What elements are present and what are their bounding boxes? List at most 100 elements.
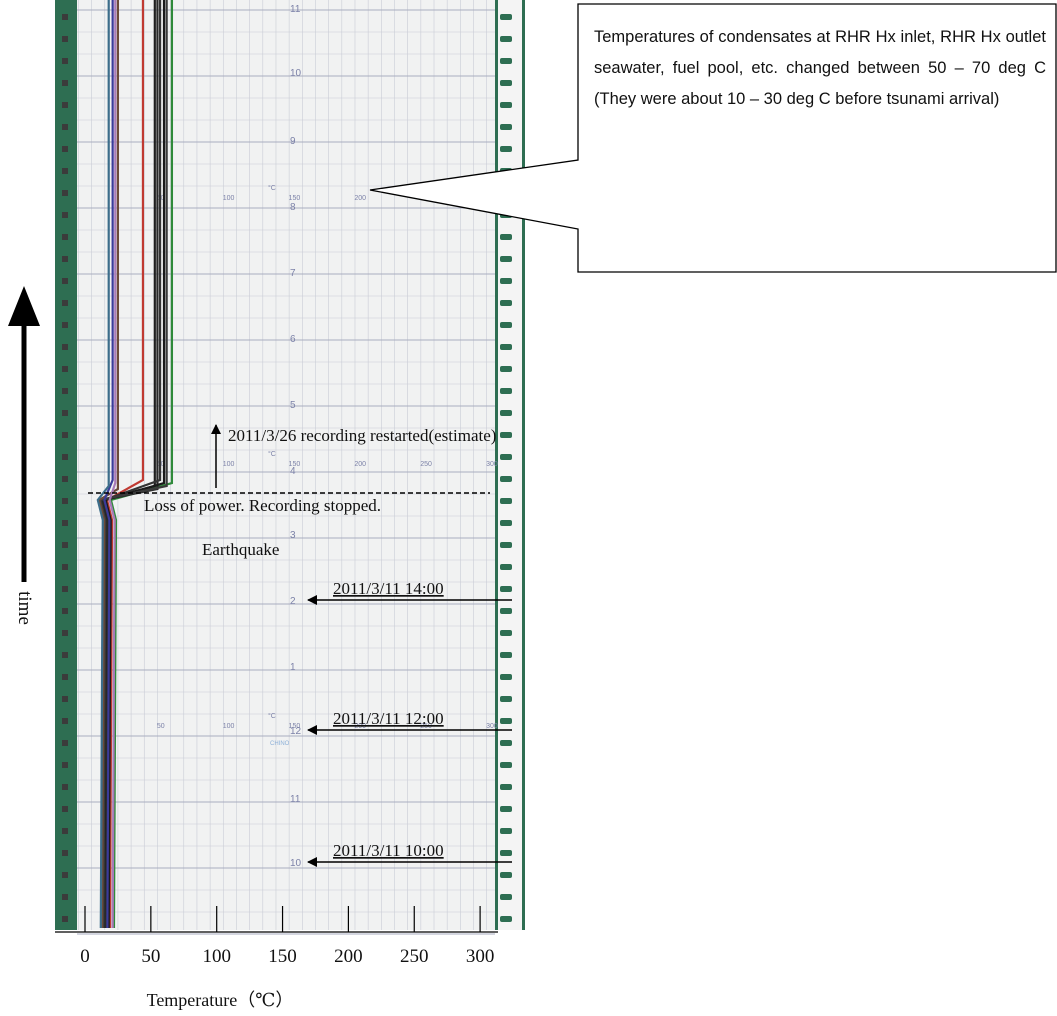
sprocket-holes	[62, 14, 512, 922]
right-hole	[500, 256, 512, 262]
x-axis: 0 50 100 150 200 250 300	[80, 906, 494, 967]
left-hole	[62, 608, 68, 614]
right-hole	[500, 124, 512, 130]
scale-time-mark: 7	[290, 268, 296, 279]
right-hole	[500, 80, 512, 86]
left-hole	[62, 278, 68, 284]
left-hole	[62, 916, 68, 922]
left-hole	[62, 784, 68, 790]
left-hole	[62, 388, 68, 394]
x-tick-label: 50	[141, 946, 160, 967]
right-hole	[500, 806, 512, 812]
scale-time-mark: 5	[290, 400, 296, 411]
x-tick-label: 150	[268, 946, 297, 967]
left-hole	[62, 806, 68, 812]
right-hole	[500, 740, 512, 746]
left-feed-strip	[55, 0, 77, 930]
x-tick-label: 250	[400, 946, 429, 967]
power-loss-label: Loss of power. Recording stopped.	[144, 496, 381, 515]
callout-text: Temperatures of condensates at RHR Hx in…	[594, 28, 1046, 108]
right-hole	[500, 234, 512, 240]
time-arrow-head	[8, 286, 40, 326]
right-hole	[500, 718, 512, 724]
scale-time-mark: 10	[290, 858, 302, 869]
left-hole	[62, 58, 68, 64]
scale-time-mark: 11	[290, 794, 301, 805]
t1400-label: 2011/3/11 14:00	[333, 579, 444, 598]
scale-time-mark: 6	[290, 334, 296, 345]
right-hole	[500, 872, 512, 878]
left-hole	[62, 432, 68, 438]
left-hole	[62, 80, 68, 86]
chart-grid	[77, 0, 495, 935]
left-hole	[62, 410, 68, 416]
scale-tick-label: 150	[289, 195, 301, 202]
scale-tick-label: 100	[223, 461, 235, 468]
left-hole	[62, 344, 68, 350]
right-hole	[500, 146, 512, 152]
right-hole	[500, 542, 512, 548]
scale-unit: °C	[268, 184, 276, 192]
right-hole	[500, 366, 512, 372]
scale-tick-label: 50	[157, 723, 165, 730]
right-hole	[500, 432, 512, 438]
right-hole	[500, 630, 512, 636]
right-hole	[500, 828, 512, 834]
left-hole	[62, 256, 68, 262]
right-hole	[500, 520, 512, 526]
left-hole	[62, 894, 68, 900]
scale-tick-label: 150	[289, 723, 301, 730]
scale-time-mark: 2	[290, 596, 296, 607]
scale-tick-label: 300	[486, 723, 498, 730]
left-hole	[62, 36, 68, 42]
left-hole	[62, 542, 68, 548]
scale-tick-label: 200	[354, 195, 366, 202]
series-line	[96, 0, 110, 929]
left-hole	[62, 586, 68, 592]
left-hole	[62, 564, 68, 570]
scale-time-mark: 10	[290, 68, 302, 79]
right-hole	[500, 564, 512, 570]
left-hole	[62, 168, 68, 174]
left-hole	[62, 124, 68, 130]
left-hole	[62, 454, 68, 460]
x-tick-label: 200	[334, 946, 363, 967]
scale-tick-label: 150	[289, 461, 301, 468]
left-hole	[62, 652, 68, 658]
scale-brand: CHINO	[270, 741, 290, 747]
scale-tick-label: 250	[420, 723, 432, 730]
scale-time-mark: 1	[290, 662, 296, 673]
right-hole	[500, 14, 512, 20]
left-hole	[62, 762, 68, 768]
left-hole	[62, 674, 68, 680]
scale-time-mark: 11	[290, 4, 301, 15]
left-hole	[62, 234, 68, 240]
scale-tick-label: 300	[486, 461, 498, 468]
right-hole	[500, 278, 512, 284]
right-hole	[500, 674, 512, 680]
left-hole	[62, 696, 68, 702]
y-axis-title: time	[14, 591, 35, 625]
series-line	[103, 0, 114, 929]
right-hole	[500, 652, 512, 658]
right-hole	[500, 410, 512, 416]
scale-tick-label: 200	[354, 461, 366, 468]
right-hole	[500, 388, 512, 394]
scale-time-mark: 8	[290, 202, 296, 213]
scale-unit: °C	[268, 450, 276, 458]
left-hole	[62, 520, 68, 526]
left-hole	[62, 630, 68, 636]
x-tick-label: 100	[202, 946, 231, 967]
left-hole	[62, 146, 68, 152]
right-hole	[500, 36, 512, 42]
right-hole	[500, 784, 512, 790]
left-hole	[62, 718, 68, 724]
left-hole	[62, 476, 68, 482]
right-hole	[500, 850, 512, 856]
scale-tick-label: 200	[354, 723, 366, 730]
left-hole	[62, 14, 68, 20]
right-hole	[500, 608, 512, 614]
series-line	[108, 0, 117, 929]
